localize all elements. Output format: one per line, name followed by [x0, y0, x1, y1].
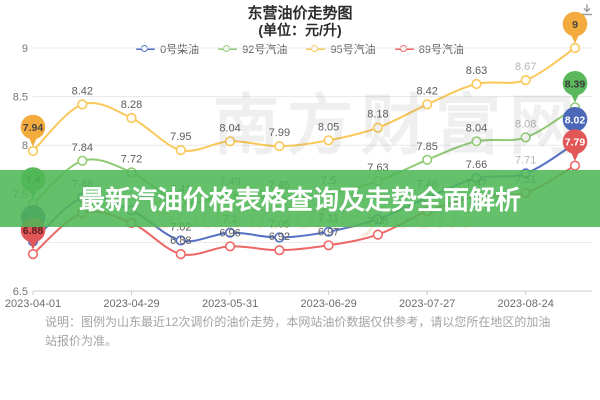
data-point-label: 7.72	[121, 153, 142, 165]
data-point-marker[interactable]	[225, 136, 236, 147]
x-axis-tick-label: 2023-04-01	[5, 298, 61, 310]
data-point-marker[interactable]	[372, 122, 384, 133]
data-point-marker[interactable]	[372, 229, 384, 240]
pin-value-label: 8.39	[565, 78, 586, 90]
data-point-label: 6.96	[219, 227, 240, 239]
pin-bubble	[562, 11, 588, 37]
data-point-marker[interactable]	[520, 132, 531, 143]
y-axis-tick-label: 6.5	[13, 286, 28, 298]
data-point-label: 7.84	[72, 142, 93, 154]
pin-bubble	[562, 107, 588, 132]
data-point-label: 8.18	[367, 109, 388, 121]
data-point-label: 7.95	[170, 131, 191, 143]
data-point-label: 8.42	[72, 85, 93, 97]
pin-value-label: 9	[572, 19, 578, 31]
data-point-marker[interactable]	[471, 136, 482, 147]
data-point-marker[interactable]	[175, 235, 186, 246]
data-point-label: 8.67	[515, 61, 536, 73]
data-point-marker[interactable]	[422, 99, 433, 110]
data-point-marker[interactable]	[175, 145, 186, 156]
data-point-marker[interactable]	[422, 154, 433, 165]
pin-value-label: 7.79	[565, 137, 586, 149]
end-pin-92号汽油: 8.39	[562, 71, 588, 103]
promo-banner: 最新汽油价格表格查询及走势全面解析	[0, 170, 600, 227]
data-point-label: 6.92	[269, 231, 290, 243]
data-point-label: 8.05	[318, 121, 339, 133]
x-axis-tick-label: 2023-08-24	[498, 298, 554, 310]
y-axis-tick-label: 8.5	[13, 92, 28, 104]
data-point-marker[interactable]	[471, 78, 482, 90]
data-point-marker[interactable]	[274, 141, 285, 152]
data-point-label: 8.42	[416, 85, 437, 97]
data-point-label: 7.66	[466, 159, 487, 171]
data-point-marker[interactable]	[27, 249, 39, 260]
y-axis-tick-label: 9	[22, 43, 28, 55]
data-point-label: 8.04	[466, 122, 487, 134]
end-pin-95号汽油: 9	[562, 11, 588, 44]
download-icon[interactable]	[579, 3, 595, 19]
pin-value-label: 7.94	[23, 122, 44, 134]
legend-item-label: 92号汽油	[242, 44, 288, 56]
data-point-label: 8.63	[466, 65, 487, 77]
pin-value-label: 8.02	[565, 114, 586, 126]
data-point-label: 7.85	[416, 141, 437, 153]
data-point-marker[interactable]	[569, 160, 581, 171]
chart-title: 东营油价走势图	[247, 5, 353, 22]
data-point-marker[interactable]	[225, 227, 236, 238]
legend-item-label: 89号汽油	[418, 44, 464, 56]
data-point-marker[interactable]	[323, 135, 334, 146]
legend-item-label: 0号柴油	[160, 44, 200, 56]
data-point-marker[interactable]	[569, 42, 581, 54]
data-point-label: 7.71	[515, 154, 536, 166]
data-point-label: 8.28	[121, 99, 142, 111]
data-point-marker[interactable]	[27, 145, 39, 157]
series-95号汽油: 8.42 8.28 7.95 8.04 7.99 8.05 8.18 8.42 8.63 8.67	[27, 42, 581, 157]
promo-banner-background	[0, 170, 600, 227]
chart-header: 东营油价走势图 (单位：元/升)	[0, 5, 600, 39]
promo-banner-text: 最新汽油价格表格查询及走势全面解析	[78, 185, 521, 215]
pin-bubble	[562, 129, 588, 154]
data-point-label: 6.97	[318, 226, 339, 238]
chart-subtitle: (单位：元/升)	[258, 22, 342, 38]
data-point-marker[interactable]	[274, 232, 285, 243]
data-point-label: 8.08	[515, 118, 536, 130]
data-point-marker[interactable]	[520, 74, 531, 86]
pin-bubble	[562, 71, 588, 96]
data-point-marker[interactable]	[175, 249, 186, 260]
x-axis-tick-label: 2023-05-31	[202, 298, 258, 310]
pin-value-label: 6.88	[23, 225, 44, 237]
x-axis-tick-label: 2023-07-27	[399, 298, 455, 310]
data-point-marker[interactable]	[323, 226, 334, 237]
legend-item-label: 95号汽油	[330, 44, 376, 56]
x-axis-tick-label: 2023-06-29	[300, 298, 356, 310]
data-point-marker[interactable]	[225, 241, 236, 252]
data-point-label: 6.88	[170, 235, 191, 247]
data-point-marker[interactable]	[77, 99, 88, 110]
data-point-marker[interactable]	[126, 112, 137, 124]
x-axis-tick-label: 2023-04-29	[103, 298, 159, 310]
data-point-marker[interactable]	[77, 155, 88, 166]
start-pin-95号汽油: 7.94	[20, 114, 46, 147]
data-point-label: 7.99	[269, 127, 290, 139]
data-point-marker[interactable]	[274, 245, 285, 256]
end-pin-89号汽油: 7.79	[562, 129, 588, 162]
watermark-text: 南方财富网	[213, 88, 583, 162]
y-axis-tick-label: 8	[22, 140, 28, 152]
pin-bubble	[20, 114, 46, 140]
chart-footnote: 说明：图例为山东最近12次调价的油价走势，本网站油价数据仅供参考，请以您所在地区…	[45, 315, 551, 348]
data-point-label: 8.04	[219, 122, 240, 134]
data-point-marker[interactable]	[323, 240, 334, 251]
